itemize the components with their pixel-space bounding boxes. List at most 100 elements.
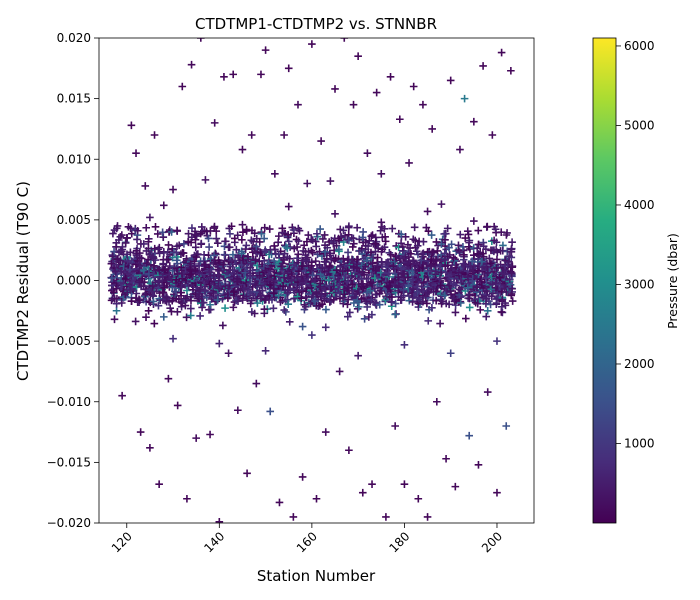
data-point-2022 (420, 279, 428, 287)
data-point-599 (195, 292, 204, 301)
data-point-520 (186, 311, 195, 320)
data-point-1280 (302, 279, 310, 287)
data-point-2005 (414, 293, 423, 302)
data-point-314 (154, 301, 163, 310)
data-point-1768 (377, 247, 386, 256)
data-point-358 (160, 283, 169, 292)
data-point-509 (181, 294, 190, 303)
data-point-538 (187, 296, 195, 305)
data-point-179 (133, 235, 141, 244)
colorbar-tick-label-4: 5000 (624, 118, 655, 132)
data-point-747 (220, 250, 229, 259)
data-point-2627 (192, 434, 200, 442)
data-point-1167 (284, 230, 292, 239)
data-point-1515 (339, 254, 348, 263)
data-point-2576 (501, 256, 510, 265)
data-point-24 (109, 229, 117, 238)
data-point-2717 (391, 310, 399, 319)
data-point-88 (117, 267, 126, 276)
data-point-1499 (335, 236, 343, 245)
data-point-1403 (321, 248, 329, 256)
data-point-1972 (409, 256, 417, 265)
data-point-2674 (409, 82, 418, 91)
y-tick-label-6: 0.010 (57, 152, 91, 166)
data-point-1372 (316, 225, 324, 233)
data-point-924 (247, 296, 256, 305)
data-point-357 (158, 228, 167, 237)
data-point-2617 (146, 444, 154, 452)
y-tick-label-4: 0.000 (57, 274, 91, 288)
data-point-2708 (423, 207, 432, 216)
data-point-2049 (424, 317, 433, 325)
data-point-239 (142, 223, 151, 232)
data-point-384 (164, 255, 173, 264)
data-point-323 (154, 245, 163, 254)
data-point-2325 (465, 261, 474, 270)
data-point-2703 (308, 331, 316, 339)
data-point-2683 (451, 482, 460, 491)
data-point-2618 (150, 131, 159, 139)
data-point-402 (168, 296, 177, 305)
data-point-2638 (243, 469, 251, 478)
data-point-2279 (456, 299, 465, 307)
data-point-2628 (197, 38, 205, 42)
data-point-2673 (405, 159, 413, 167)
data-point-2611 (118, 391, 126, 400)
data-point-486 (181, 301, 190, 310)
data-point-2646 (280, 131, 288, 139)
colorbar-ticks: 1000 2000 3000 4000 5000 6000 (616, 39, 655, 450)
data-point-412 (168, 283, 177, 292)
data-point-1262 (303, 237, 311, 246)
data-point-2690 (483, 388, 492, 396)
data-point-1735 (371, 266, 380, 275)
data-point-1616 (353, 264, 361, 272)
data-point-2179 (441, 262, 450, 270)
data-point-2616 (141, 182, 150, 190)
data-point-1138 (278, 224, 287, 233)
data-point-2572 (501, 299, 509, 307)
data-point-2691 (488, 131, 497, 139)
data-point-2339 (465, 294, 474, 303)
data-point-1469 (330, 246, 338, 255)
data-point-1150 (285, 237, 293, 246)
data-point-2677 (423, 513, 432, 521)
data-point-1466 (329, 282, 338, 291)
data-point-2623 (173, 401, 182, 410)
y-tick-label-2: −0.010 (47, 395, 91, 409)
data-point-1227 (294, 250, 303, 259)
data-point-1053 (270, 242, 279, 250)
data-point-600 (199, 298, 208, 307)
data-point-229 (139, 266, 148, 274)
data-point-861 (237, 247, 246, 256)
data-point-629 (200, 260, 209, 269)
data-point-2705 (354, 351, 362, 360)
data-point-1742 (375, 300, 384, 309)
data-point-2095 (427, 231, 436, 239)
data-point-235 (143, 259, 151, 267)
data-point-1673 (361, 262, 370, 271)
data-point-1601 (355, 303, 363, 311)
data-point-2096 (428, 248, 437, 257)
data-point-2610 (113, 222, 122, 230)
data-point-2664 (363, 149, 372, 157)
data-point-1555 (343, 267, 352, 275)
data-point-959 (250, 229, 259, 238)
data-point-2277 (454, 241, 463, 250)
data-point-735 (219, 321, 227, 330)
data-points (107, 38, 517, 523)
data-point-1918 (401, 232, 410, 241)
data-point-1016 (260, 234, 268, 243)
data-point-1975 (410, 223, 419, 232)
data-point-2648 (289, 513, 298, 521)
data-point-1169 (283, 289, 292, 297)
data-point-1074 (270, 257, 278, 266)
data-point-2615 (136, 428, 145, 436)
data-point-2714 (252, 242, 261, 251)
data-point-475 (177, 283, 186, 291)
data-point-1377 (319, 235, 327, 243)
data-point-1612 (353, 297, 362, 306)
data-point-1439 (325, 262, 334, 270)
data-point-2634 (224, 349, 233, 358)
data-point-986 (257, 229, 266, 238)
data-point-1676 (365, 237, 374, 245)
